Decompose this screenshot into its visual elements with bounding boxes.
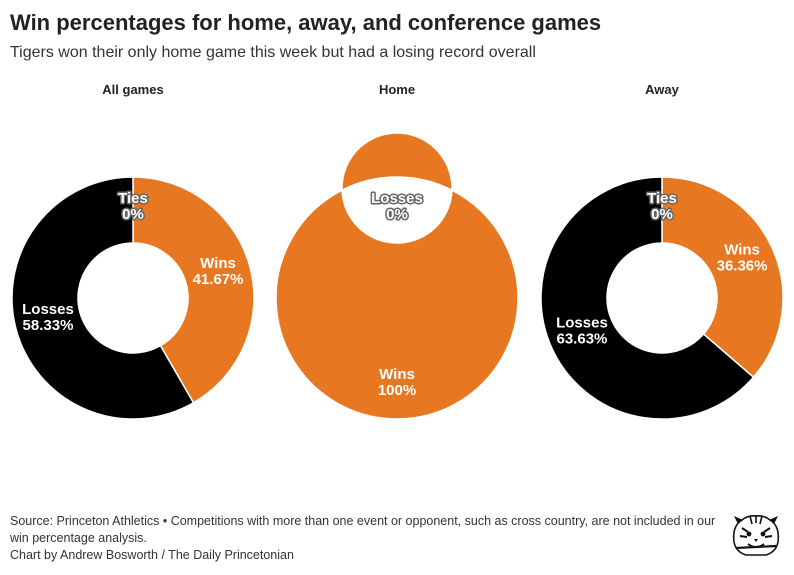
donut-all-losses-value-label: 58.33% (23, 317, 74, 334)
donut-all-losses-name-label: Losses (22, 301, 74, 318)
donut-home-losses-name-label: Losses (371, 190, 423, 207)
donut-away-losses-slice (540, 176, 755, 420)
source-note: Source: Princeton Athletics • Competitio… (10, 514, 716, 545)
donut-all-ties-name-label: Ties (118, 190, 148, 207)
donut-away-ties-value-label: 0% (651, 206, 673, 223)
donut-away-losses-name-label: Losses (556, 315, 608, 332)
donut-away-wins-value-label: 36.36% (717, 257, 768, 274)
donut-away-wins-slice (661, 176, 784, 379)
tiger-head-icon (732, 515, 780, 556)
donut-away-ties-name-label: Ties (647, 190, 677, 207)
donut-title-all: All games (102, 82, 164, 97)
donut-charts: Ties0%Wins41.67%Losses58.33%Losses0%Wins… (11, 132, 784, 420)
donut-all-wins-name-label: Wins (200, 255, 236, 272)
donut-home-wins-name-label: Wins (379, 366, 415, 383)
donut-title-home: Home (378, 82, 416, 97)
credit-line: Chart by Andrew Bosworth / The Daily Pri… (10, 548, 294, 562)
donut-all-losses-slice (11, 176, 195, 420)
donut-all-wins-slice (132, 176, 255, 404)
chart-subtitle: Tigers won their only home game this wee… (10, 44, 536, 61)
donut-away-losses-value-label: 63.63% (557, 331, 608, 348)
chart-title: Win percentages for home, away, and conf… (10, 10, 602, 35)
donut-all-ties-value-label: 0% (122, 206, 144, 223)
donut-home-wins-slice (275, 132, 519, 420)
donut-all-wins-value-label: 41.67% (193, 271, 244, 288)
donut-home-losses-value-label: 0% (386, 206, 408, 223)
donut-away-wins-name-label: Wins (724, 241, 760, 258)
donut-title-away: Away (645, 82, 679, 97)
chart-footer: Source: Princeton Athletics • Competitio… (10, 513, 725, 564)
donut-home-wins-value-label: 100% (378, 382, 416, 399)
